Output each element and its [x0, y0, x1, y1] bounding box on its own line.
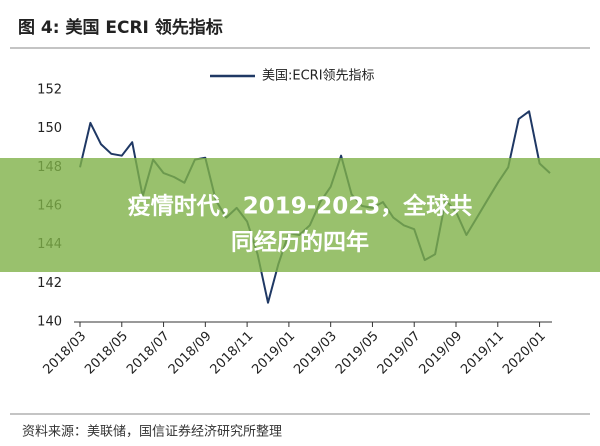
x-tick-label: 2018/09	[166, 329, 215, 378]
overlay-text: 同经历的四年	[231, 229, 369, 256]
overlay-banner	[0, 158, 600, 272]
y-tick-label: 152	[37, 83, 62, 98]
x-tick-label: 2019/11	[458, 329, 507, 378]
x-tick-label: 2018/07	[124, 329, 173, 378]
legend-label: 美国:ECRI领先指标	[262, 69, 375, 84]
source: 资料来源：美联储，国信证券经济研究所整理	[22, 424, 282, 440]
y-tick-label: 142	[37, 276, 62, 291]
x-tick-label: 2019/05	[333, 329, 382, 378]
overlay-text: 疫情时代，2019-2023，全球共	[128, 193, 473, 220]
x-tick-label: 2019/03	[291, 329, 340, 378]
x-tick-label: 2019/09	[417, 329, 466, 378]
x-tick-label: 2020/01	[500, 329, 549, 378]
x-tick-label: 2018/03	[41, 329, 90, 378]
x-tick-label: 2019/07	[375, 329, 424, 378]
x-tick-label: 2019/01	[249, 329, 298, 378]
x-tick-label: 2018/05	[82, 329, 131, 378]
x-tick-label: 2018/11	[208, 329, 257, 378]
chart-title: 图 4: 美国 ECRI 领先指标	[18, 17, 223, 38]
y-tick-label: 140	[37, 315, 62, 330]
y-tick-label: 150	[37, 121, 62, 136]
